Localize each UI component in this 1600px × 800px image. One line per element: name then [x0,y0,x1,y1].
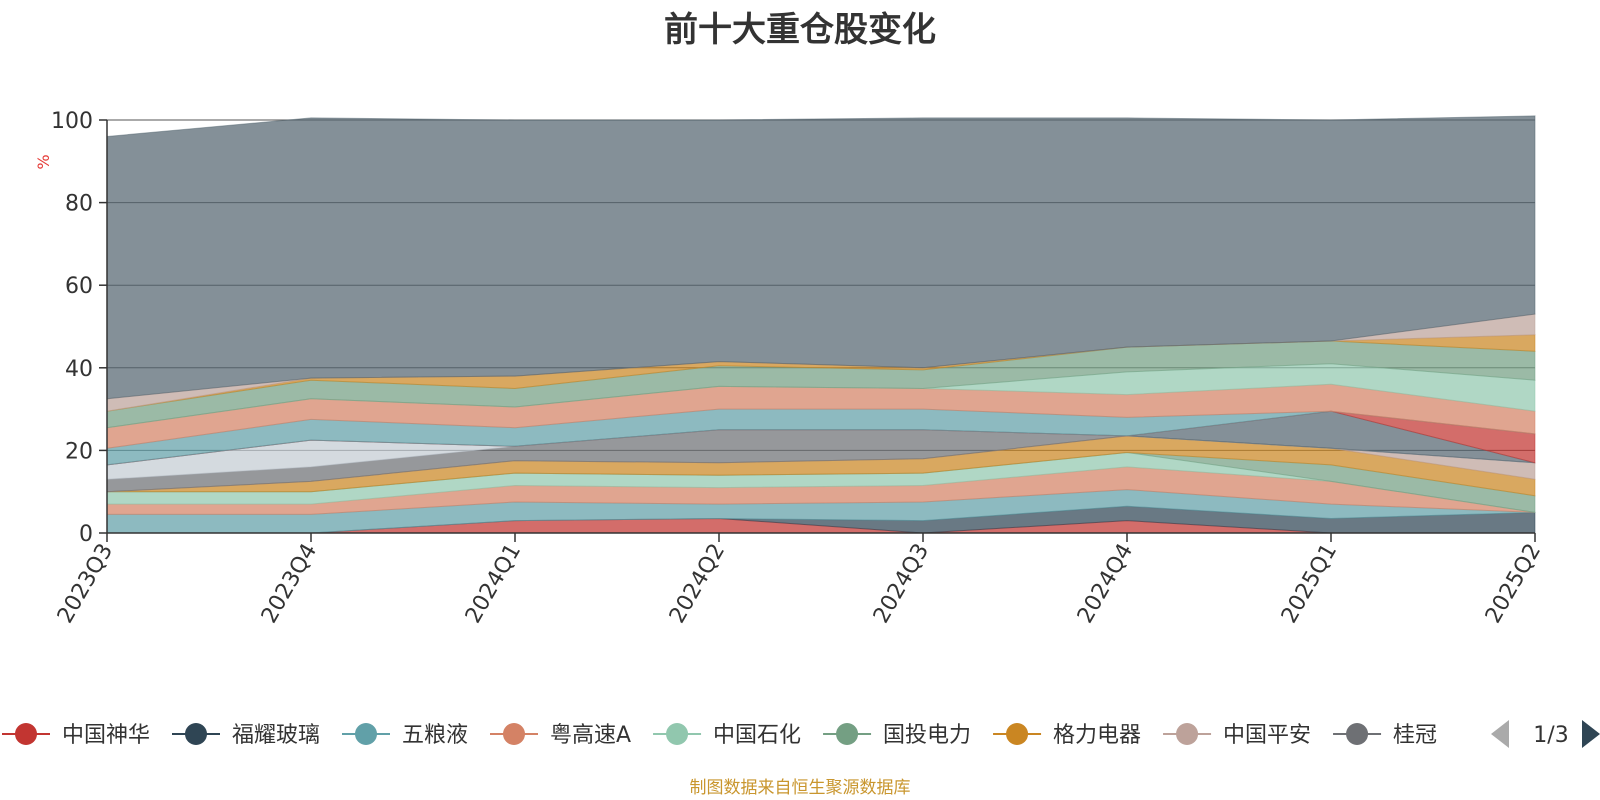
x-tick-label: 2024Q3 [869,540,934,628]
x-tick-label: 2025Q1 [1277,540,1342,628]
legend-prev-icon[interactable] [1491,720,1509,748]
y-tick-label: 100 [51,109,93,134]
legend-item[interactable]: 福耀玻璃 [172,723,320,748]
x-tick-label: 2023Q3 [53,540,118,628]
legend-item[interactable]: 国投电力 [823,723,971,748]
legend-circle-marker [836,723,859,745]
y-tick-label: 40 [65,357,93,382]
legend-circle-marker [185,723,208,745]
legend-item[interactable]: 格力电器 [993,723,1141,748]
legend-circle-marker [15,723,37,745]
legend-item[interactable]: 中国平安 [1163,723,1311,748]
source-note: 制图数据来自恒生聚源数据库 [689,778,911,798]
legend-label: 桂冠 [1393,723,1437,748]
chart-title: 前十大重仓股变化 [664,10,936,50]
y-tick-label: 60 [65,274,93,299]
legend: 中国神华 福耀玻璃 五粮液 粤高速A 中国石化 国投电力 格力电器 中国平安 桂冠 [2,723,1437,748]
legend-label: 格力电器 [1053,723,1141,748]
legend-circle-marker [1346,723,1369,745]
x-tick-label: 2024Q4 [1073,540,1138,628]
area-series-group [106,115,1536,534]
legend-next-icon[interactable] [1582,720,1600,748]
legend-item[interactable]: 中国神华 [2,723,150,748]
legend-circle-marker [503,723,526,745]
x-tick-label: 2025Q2 [1481,540,1546,628]
x-tick-label: 2023Q4 [257,540,322,628]
legend-pager: 1/3 [1491,720,1600,748]
legend-label: 中国神华 [62,723,150,748]
area-series-18 [106,115,1536,400]
legend-label: 五粮液 [402,723,468,748]
legend-label: 国投电力 [883,723,971,748]
legend-label: 中国石化 [713,723,801,748]
legend-label: 中国平安 [1223,723,1311,748]
legend-item[interactable]: 桂冠 [1333,723,1437,748]
legend-circle-marker [666,723,689,745]
y-tick-label: 0 [79,522,93,547]
legend-item[interactable]: 中国石化 [653,723,801,748]
x-tick-label: 2024Q2 [665,540,730,628]
y-tick-label: 80 [65,192,93,217]
legend-item[interactable]: 粤高速A [490,723,631,748]
legend-label: 粤高速A [550,723,631,748]
y-tick-label: 20 [65,439,93,464]
legend-circle-marker [355,723,378,745]
x-tick-label: 2024Q1 [461,540,526,628]
legend-page-indicator: 1/3 [1533,723,1568,748]
legend-label: 福耀玻璃 [232,723,320,748]
legend-circle-marker [1006,723,1029,745]
legend-circle-marker [1176,723,1199,745]
legend-item[interactable]: 五粮液 [342,723,468,748]
y-axis-label: % [34,154,53,169]
